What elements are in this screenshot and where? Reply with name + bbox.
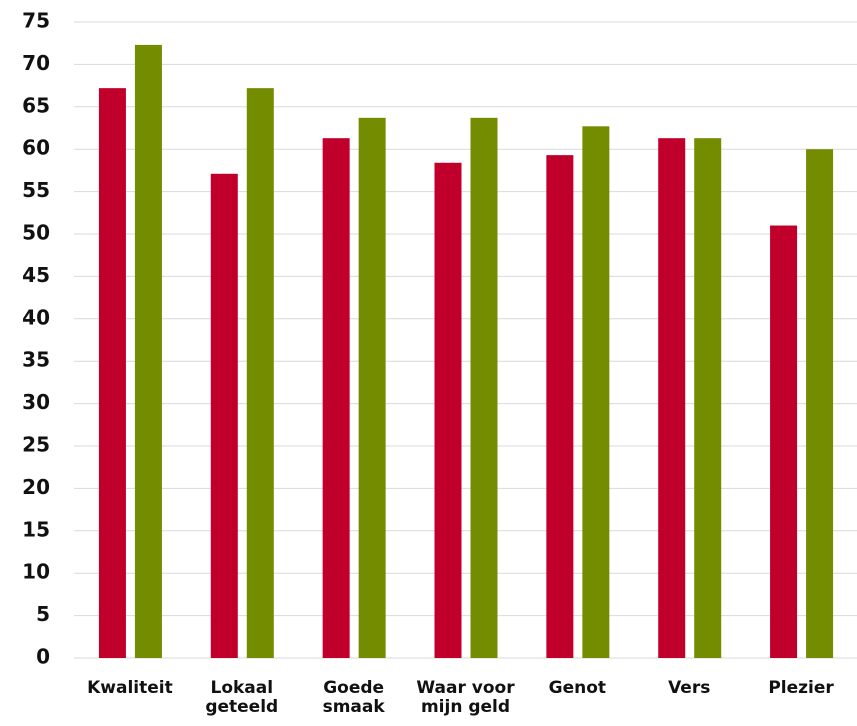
bar — [582, 126, 610, 658]
y-tick-label: 70 — [22, 51, 50, 75]
bar — [546, 155, 574, 659]
y-tick-label: 75 — [22, 9, 50, 33]
y-tick-label: 60 — [22, 136, 50, 160]
bar — [770, 225, 798, 658]
x-tick-label: Kwaliteit — [87, 678, 173, 698]
y-tick-label: 10 — [22, 560, 50, 584]
y-tick-label: 55 — [22, 178, 50, 202]
y-tick-label: 40 — [22, 305, 50, 329]
y-tick-label: 65 — [22, 93, 50, 117]
bar — [322, 138, 350, 658]
y-tick-label: 15 — [22, 517, 50, 541]
bar — [134, 44, 162, 659]
bar — [658, 138, 686, 658]
y-tick-label: 50 — [22, 221, 50, 245]
x-tick-label: Plezier — [768, 678, 834, 698]
y-tick-label: 0 — [36, 645, 50, 669]
bar — [694, 138, 722, 658]
y-tick-label: 25 — [22, 433, 50, 457]
x-tick-label: Waar voor mijn geld — [416, 678, 515, 717]
x-tick-label: Genot — [549, 678, 606, 698]
y-tick-label: 45 — [22, 263, 50, 287]
x-tick-label: Vers — [668, 678, 710, 698]
x-tick-label: Lokaal geteeld — [205, 678, 278, 717]
y-tick-label: 5 — [36, 602, 50, 626]
bar — [470, 117, 498, 659]
bar — [246, 88, 274, 659]
x-tick-label: Goede smaak — [323, 678, 386, 717]
bar — [806, 149, 834, 658]
bar — [210, 173, 238, 659]
y-tick-label: 30 — [22, 390, 50, 414]
y-tick-label: 20 — [22, 475, 50, 499]
bar — [98, 88, 126, 659]
bar — [358, 117, 386, 659]
y-tick-label: 35 — [22, 348, 50, 372]
bar — [434, 162, 462, 658]
